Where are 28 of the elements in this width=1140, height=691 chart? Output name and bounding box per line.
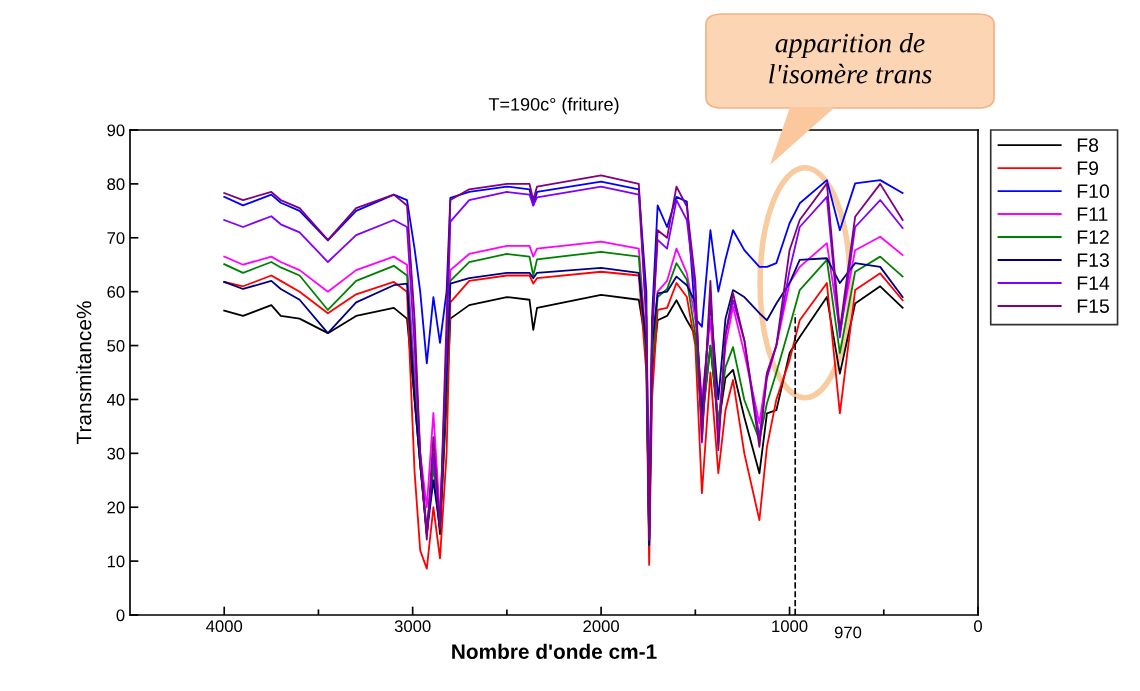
legend-label: F14 (1077, 276, 1110, 290)
x-axis-title: Nombre d'onde cm-1 (452, 643, 657, 660)
y-tick-label: 30 (107, 447, 125, 460)
y-tick-label: 40 (106, 393, 125, 406)
y-tick-label: 80 (107, 178, 125, 191)
legend-label: F8 (1077, 138, 1099, 153)
x-tick-label: 1000 (772, 620, 808, 633)
legend-label: F13 (1077, 253, 1109, 267)
y-tick-label: 10 (107, 555, 125, 568)
legend-label: F15 (1077, 299, 1109, 313)
x-tick-label: 3000 (394, 620, 431, 633)
text: apparition de l'isomère trans (769, 32, 932, 84)
y-tick-label: 0 (116, 609, 125, 622)
ref-line-label: 970 (834, 626, 862, 639)
y-tick-label: 50 (107, 339, 125, 352)
chart-title: T=190c° (friture) (488, 97, 619, 115)
x-tick-label: 4000 (206, 620, 243, 633)
y-tick-label: 20 (107, 501, 125, 514)
y-tick-label: 60 (107, 286, 125, 298)
y-axis-title: Transmitance% (76, 301, 92, 444)
legend-label: F12 (1077, 230, 1109, 244)
legend-label: F10 (1077, 184, 1110, 199)
x-tick-label: 0 (974, 620, 982, 633)
y-tick-label: 90 (107, 124, 125, 137)
legend-label: F9 (1077, 161, 1099, 176)
x-tick-label: 2000 (583, 620, 619, 633)
y-tick-label: 70 (107, 232, 125, 244)
legend-label: F11 (1077, 207, 1108, 221)
